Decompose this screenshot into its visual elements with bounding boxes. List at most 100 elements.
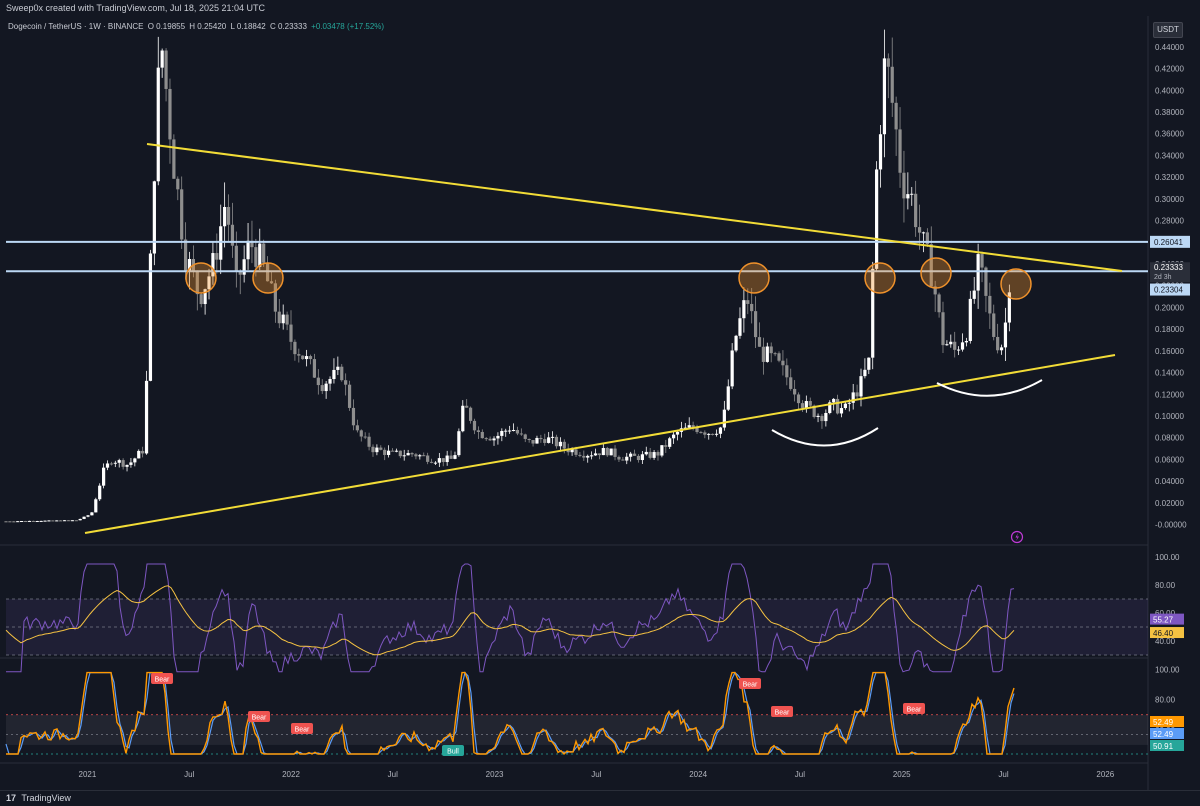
price-tick-label: 0.06000 [1155,455,1184,464]
candle-body [972,290,976,299]
ohlc-change: +0.03478 (+17.52%) [311,22,385,31]
candle-body [336,366,340,370]
currency-selector[interactable]: USDT [1153,22,1183,38]
candle-body [921,232,926,234]
rsi-value-bg [1150,613,1184,625]
candle-body [94,499,98,513]
price-tick-label: 0.36000 [1155,130,1184,139]
candle-body [703,432,707,435]
time-axis[interactable]: 2021 Jul 2022 Jul 2023 Jul 2024 Jul 2025 Jul 2026 [79,770,1115,779]
candle-body [886,58,890,67]
candle-body [547,437,551,443]
candle-body [234,245,238,271]
candle-body [66,520,71,522]
touch-point-circle[interactable] [864,262,896,294]
candle-body [39,520,43,522]
candle-body [996,336,1000,351]
candle-body [340,366,344,381]
credit-text: Sweep0x created with TradingView.com, Ju… [6,3,265,13]
candle-body [429,461,434,463]
candle-body [960,342,965,350]
candle-body [976,254,980,291]
rsi-tick-label: 100.00 [1155,553,1180,562]
candle-body [31,520,35,522]
candle-body [468,407,473,421]
touch-point-circle[interactable] [920,257,952,289]
candle-body [898,129,902,173]
candle-body [941,312,945,346]
touch-point-circle[interactable] [252,262,284,294]
candle-body [699,432,703,434]
candle-body [527,438,531,441]
candle-body [35,521,39,523]
candle-body [371,446,375,453]
bear-signal-label: Bear [907,707,922,714]
candle-body [949,341,953,345]
candle-body [910,193,914,195]
candle-body [433,462,438,464]
candle-body [593,453,598,456]
candle-body [55,520,59,522]
candle-body [141,450,145,454]
rsi-tick-label: 80.00 [1155,581,1176,590]
rounded-bottom-arc[interactable] [771,427,879,447]
candle-body [20,521,24,523]
bear-signal-label: Bear [743,682,758,689]
touch-point-circle[interactable] [738,262,770,294]
candle-body [859,376,863,397]
candle-body [750,303,754,312]
bull-signal-tag[interactable] [442,745,464,756]
candle-body [871,268,875,358]
candle-body [511,429,516,431]
candle-body [957,349,961,351]
candle-body [605,448,609,456]
candle-body [90,512,94,516]
bear-signal-tag[interactable] [151,673,173,684]
descending-trendline[interactable] [146,143,1123,272]
ascending-trendline[interactable] [84,354,1116,534]
candle-body [332,369,336,380]
rounded-bottom-arc[interactable] [936,379,1043,397]
lightning-icon[interactable] [1010,530,1024,544]
candle-body [664,445,668,447]
candle-body [554,436,559,447]
bear-signal-tag[interactable] [248,711,270,722]
price-tick-label: 0.08000 [1155,434,1184,443]
candle-body [383,449,387,455]
candle-body [562,441,566,449]
candle-body [855,392,859,397]
candle-body [968,298,972,341]
bear-signal-tag[interactable] [903,703,925,714]
candle-body [687,425,691,428]
candle-body [418,455,422,457]
touch-point-circle[interactable] [1000,268,1032,300]
candle-body [180,189,184,240]
candle-body [254,247,258,267]
candle-body [23,521,28,523]
candle-body [215,253,219,260]
candle-body [929,244,933,287]
candle-body [129,462,133,465]
candle-body [238,270,242,275]
candle-body [835,398,840,414]
ohlc-close: C 0.23333 [269,22,307,31]
bear-signal-tag[interactable] [739,678,761,689]
candle-body [917,227,922,233]
bear-signal-tag[interactable] [771,706,793,717]
candle-body [449,455,453,459]
price-tick-label: -0.00000 [1155,521,1187,530]
touch-point-circle[interactable] [185,262,217,294]
price-tick-label: 0.04000 [1155,477,1184,486]
bear-signal-tag[interactable] [291,723,313,734]
candle-body [601,448,605,456]
bull-signal-label: Bull [447,749,459,756]
candle-body [586,455,590,458]
osc-value-bg [1150,716,1184,727]
symbol-name[interactable]: Dogecoin / TetherUS · 1W · BINANCE [8,22,144,31]
symbol-legend[interactable]: Dogecoin / TetherUS · 1W · BINANCE O 0.1… [8,22,386,31]
candle-body [387,450,391,455]
candle-body [27,520,32,522]
price-tick-label: 0.20000 [1155,303,1184,312]
candle-body [691,425,695,428]
